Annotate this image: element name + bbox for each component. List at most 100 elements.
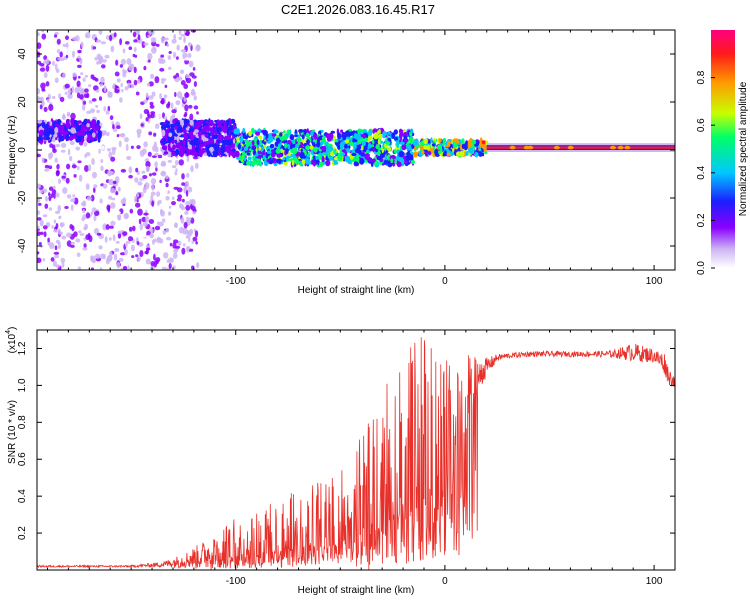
spectrogram-cell [118,140,122,148]
spectrogram-cell [49,121,53,126]
spectrogram-cell [69,155,73,162]
spectrogram-cell [161,129,166,137]
spectrogram-cell [186,246,191,251]
spectrogram-cell [348,141,354,146]
snr-y-tick-label: 1.0 [17,378,28,392]
spectrogram-cell [65,35,69,40]
spectrogram-cell [116,261,121,269]
spectrogram-cell [70,127,76,134]
spectrogram-cell [160,162,167,167]
spectrogram-cell [158,221,164,227]
spectrogram-y-tick-label: 20 [17,96,28,108]
spectrogram-cell [95,253,100,259]
spectrogram-cell [428,151,432,156]
spectrogram-cell [66,232,72,238]
spectrogram-cell [306,136,310,140]
spectrogram-x-tick-label: -100 [226,276,246,287]
spectrogram-cell [119,97,123,103]
spectrogram-cell [241,160,245,164]
spectrogram-cell [101,59,107,63]
spectrogram-cell [263,141,267,145]
spectrogram-cell [44,168,50,172]
spectrogram-cell [82,121,87,126]
spectrogram-cell [48,186,54,191]
spectrogram-cell [258,160,262,167]
spectrogram-cell [376,156,382,161]
spectrogram-cell [102,183,108,189]
spectrogram-cell [143,42,149,46]
spectrogram-cell [196,146,200,151]
colorbar-tick-label: 0.6 [696,118,707,132]
spectrogram-cell [187,42,192,47]
spectrogram-cell [160,78,167,82]
spectrogram-cell [173,34,177,40]
spectrogram-cell [105,224,110,230]
spectrogram-cell [110,45,115,53]
spectrogram-cell [266,158,270,163]
spectrogram-cell [134,177,139,183]
spectrogram-cell [124,248,128,256]
spectrogram-cell [177,194,183,199]
spectrogram-cell [246,160,251,166]
spectrogram-cell [162,122,167,125]
spectrogram-cell [283,130,286,134]
spectrogram-cell [423,138,428,145]
spectrogram-cell [371,144,374,148]
spectrogram-cell [142,175,148,179]
spectrogram-cell [109,225,114,229]
spectrogram-cell [86,123,90,128]
spectrogram-cell [37,32,40,37]
spectrogram-cell [193,131,197,136]
spectrogram-cell [305,132,310,137]
spectrogram-cell [132,225,136,232]
spectrogram-cell [358,149,362,155]
spectrogram-y-tick-label: -40 [17,238,28,253]
spectrogram-cell [83,243,87,248]
spectrogram-y-tick-label: 40 [17,48,28,60]
spectrogram-cell [239,137,244,143]
spectrogram-cell [47,237,50,243]
spectrogram-cell [188,131,194,138]
spectrogram-cell [57,204,61,212]
spectrogram-cell [75,238,81,243]
snr-scale-suffix: ) [7,327,18,330]
spectrogram-cell [148,95,154,100]
spectrogram-cell [139,250,144,257]
spectrogram-cell [230,150,235,156]
spectrogram-cell [65,54,69,59]
spectrogram-cell [221,122,225,127]
spectrogram-cell [37,120,43,124]
spectrogram-cell [295,159,300,165]
spectrogram-cell [259,135,263,140]
spectrogram-cell [120,267,124,270]
spectrogram-cell [171,165,177,169]
spectrogram-cell [305,158,311,165]
spectrogram-cell [183,113,187,118]
spectrogram-cell [80,238,85,242]
spectrogram-cell [299,151,305,159]
spectrogram-cell [184,135,189,140]
spectrogram-cell [39,104,43,110]
spectrogram-cell [136,128,142,134]
spectrogram-cell [41,88,46,92]
spectrogram-cell [93,85,99,91]
spectrogram-cell [37,42,42,49]
spectrogram-cell [48,165,53,169]
spectrogram-cell [208,119,214,127]
spectrogram-cell [154,152,159,156]
spectrogram-cell [77,266,82,270]
spectrogram-cell [161,80,165,84]
spectrogram-cell [185,190,189,197]
spectrogram-cell [177,133,181,136]
spectrogram-cell [166,236,171,241]
spectrogram-cell [353,143,357,150]
spectrogram-cell [109,91,113,99]
spectrogram-cell [223,139,229,145]
spectrogram-cell [349,131,355,135]
spectrogram-cell [189,140,193,146]
spectrogram-cell [196,262,200,269]
spectrogram-cell [37,88,41,95]
spectrogram-cell [188,217,192,221]
spectrogram-cell [119,64,124,68]
spectrogram-cell [406,151,411,156]
